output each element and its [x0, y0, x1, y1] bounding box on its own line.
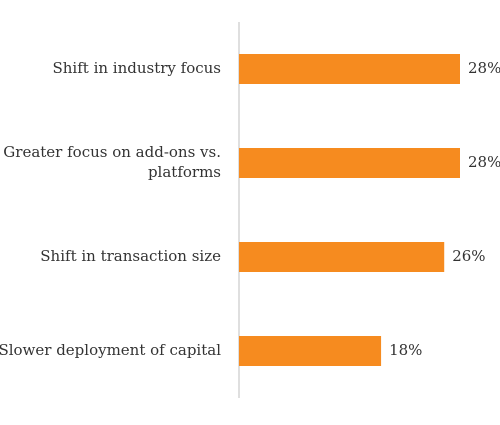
bar-2: [239, 148, 460, 178]
bar-3: [239, 242, 445, 272]
category-label-line: Shift in industry focus: [52, 59, 221, 77]
category-label-4: Slower deployment of capital: [0, 341, 221, 359]
category-label-line: Slower deployment of capital: [0, 341, 221, 359]
category-label-3: Shift in transaction size: [40, 247, 221, 265]
value-label-1: 28%: [468, 59, 500, 77]
value-label-4: 18%: [389, 341, 422, 359]
category-label-1: Shift in industry focus: [52, 59, 221, 77]
value-label-2: 28%: [468, 153, 500, 171]
category-label-line: platforms: [148, 163, 221, 181]
bar-4: [239, 336, 382, 366]
bar-1: [239, 54, 460, 84]
category-label-line: Greater focus on add-ons vs.: [3, 143, 221, 161]
value-label-3: 26%: [452, 247, 485, 265]
category-label-2: Greater focus on add-ons vs. platforms: [3, 143, 221, 181]
category-labels: Shift in industry focus Greater focus on …: [0, 59, 221, 359]
value-labels: 28% 28% 26% 18%: [389, 59, 500, 359]
bars: [239, 54, 460, 366]
category-label-line: Shift in transaction size: [40, 247, 221, 265]
